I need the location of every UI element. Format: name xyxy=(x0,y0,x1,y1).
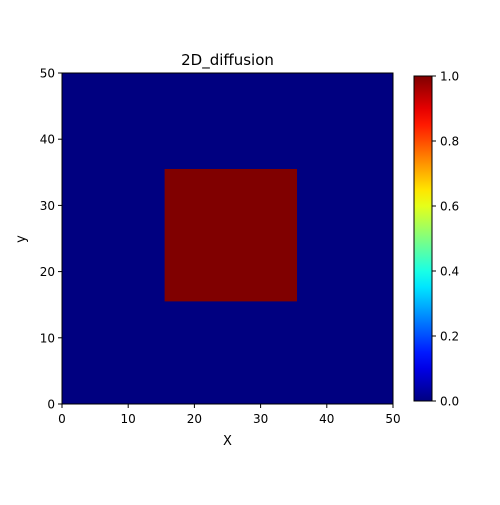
plot-frame xyxy=(61,72,394,405)
x-tick-label: 10 xyxy=(121,412,136,426)
y-tick-label: 10 xyxy=(40,331,55,345)
colorbar-tick-label: 0.0 xyxy=(440,395,459,409)
x-axis-label: X xyxy=(223,434,232,449)
x-tick-label: 30 xyxy=(253,412,268,426)
chart-title: 2D_diffusion xyxy=(181,51,274,70)
x-tick-label: 0 xyxy=(58,412,66,426)
y-tick-label: 40 xyxy=(40,133,55,147)
colorbar-tick-label: 0.8 xyxy=(440,135,459,149)
colorbar: 0.0 0.2 0.4 0.6 0.8 1.0 xyxy=(413,70,459,409)
heatmap-region-0 xyxy=(164,168,298,302)
colorbar-tick-label: 0.2 xyxy=(440,330,459,344)
x-tick-label: 20 xyxy=(187,412,202,426)
y-axis-label: y xyxy=(14,235,29,243)
y-tick-label: 0 xyxy=(47,398,55,412)
colorbar-tick-label: 0.6 xyxy=(440,200,459,214)
colorbar-tick-label: 1.0 xyxy=(440,70,459,84)
x-axis: 0 10 20 30 40 50 xyxy=(58,404,401,426)
y-tick-label: 50 xyxy=(40,67,55,81)
plot-area xyxy=(61,72,394,405)
y-axis: 0 10 20 30 40 50 xyxy=(40,67,62,412)
y-tick-label: 30 xyxy=(40,199,55,213)
x-tick-label: 40 xyxy=(319,412,334,426)
colorbar-gradient xyxy=(413,75,433,402)
y-tick-label: 20 xyxy=(40,265,55,279)
colorbar-tick-label: 0.4 xyxy=(440,265,459,279)
x-tick-label: 50 xyxy=(385,412,400,426)
